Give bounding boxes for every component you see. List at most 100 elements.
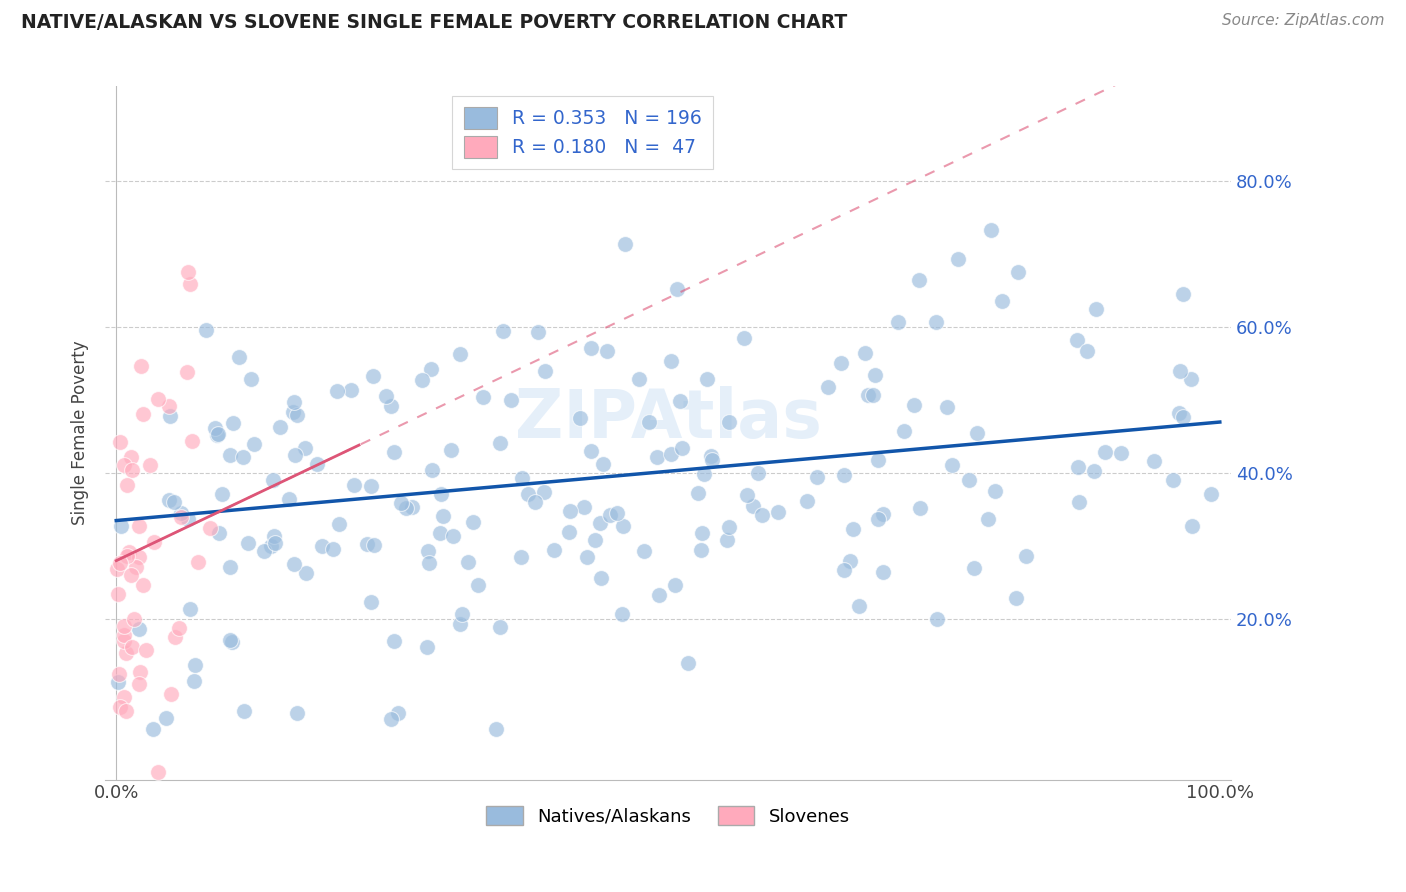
Natives/Alaskans: [170, 506, 193, 520]
Natives/Alaskans: [184, 657, 207, 672]
Natives/Alaskans: [311, 539, 333, 553]
Natives/Alaskans: [1167, 406, 1189, 420]
Natives/Alaskans: [957, 474, 980, 488]
Slovenes: [129, 359, 152, 373]
Natives/Alaskans: [638, 415, 661, 429]
Natives/Alaskans: [163, 495, 186, 509]
Natives/Alaskans: [886, 315, 908, 329]
Natives/Alaskans: [977, 512, 1000, 526]
Natives/Alaskans: [910, 500, 932, 515]
Slovenes: [107, 587, 129, 601]
Natives/Alaskans: [360, 479, 382, 493]
Slovenes: [115, 478, 138, 492]
Natives/Alaskans: [648, 588, 671, 602]
Natives/Alaskans: [733, 331, 755, 345]
Natives/Alaskans: [389, 496, 412, 510]
Natives/Alaskans: [579, 341, 602, 355]
Natives/Alaskans: [568, 411, 591, 425]
Natives/Alaskans: [941, 458, 963, 472]
Slovenes: [121, 463, 143, 477]
Natives/Alaskans: [283, 395, 305, 409]
Natives/Alaskans: [700, 453, 723, 467]
Natives/Alaskans: [963, 560, 986, 574]
Slovenes: [128, 677, 150, 691]
Natives/Alaskans: [980, 223, 1002, 237]
Natives/Alaskans: [645, 450, 668, 465]
Slovenes: [132, 578, 155, 592]
Natives/Alaskans: [866, 512, 889, 526]
Natives/Alaskans: [628, 372, 651, 386]
Natives/Alaskans: [284, 448, 307, 462]
Natives/Alaskans: [1171, 409, 1194, 424]
Natives/Alaskans: [659, 448, 682, 462]
Natives/Alaskans: [411, 373, 433, 387]
Slovenes: [135, 643, 157, 657]
Natives/Alaskans: [817, 379, 839, 393]
Natives/Alaskans: [485, 722, 508, 736]
Slovenes: [112, 633, 135, 648]
Slovenes: [146, 392, 169, 407]
Natives/Alaskans: [557, 524, 579, 539]
Natives/Alaskans: [262, 473, 284, 487]
Natives/Alaskans: [472, 391, 495, 405]
Text: ZIPAtlas: ZIPAtlas: [515, 386, 821, 452]
Legend: Natives/Alaskans, Slovenes: Natives/Alaskans, Slovenes: [479, 799, 856, 833]
Natives/Alaskans: [796, 493, 818, 508]
Natives/Alaskans: [583, 533, 606, 547]
Slovenes: [108, 667, 131, 681]
Slovenes: [120, 567, 142, 582]
Natives/Alaskans: [1084, 301, 1107, 316]
Natives/Alaskans: [238, 536, 260, 550]
Natives/Alaskans: [858, 388, 880, 402]
Natives/Alaskans: [283, 557, 305, 571]
Natives/Alaskans: [218, 632, 240, 647]
Natives/Alaskans: [592, 457, 614, 471]
Slovenes: [121, 640, 143, 655]
Natives/Alaskans: [340, 383, 363, 397]
Natives/Alaskans: [356, 537, 378, 551]
Slovenes: [115, 704, 138, 718]
Natives/Alaskans: [463, 515, 485, 529]
Natives/Alaskans: [387, 706, 409, 720]
Natives/Alaskans: [159, 409, 181, 423]
Natives/Alaskans: [533, 485, 555, 500]
Slovenes: [187, 555, 209, 569]
Natives/Alaskans: [155, 711, 177, 725]
Slovenes: [108, 699, 131, 714]
Slovenes: [148, 764, 170, 779]
Slovenes: [115, 646, 138, 660]
Natives/Alaskans: [991, 294, 1014, 309]
Slovenes: [124, 612, 146, 626]
Natives/Alaskans: [768, 505, 790, 519]
Natives/Alaskans: [263, 529, 285, 543]
Natives/Alaskans: [842, 522, 865, 536]
Natives/Alaskans: [382, 445, 405, 459]
Slovenes: [172, 795, 194, 809]
Natives/Alaskans: [751, 508, 773, 523]
Natives/Alaskans: [211, 487, 233, 501]
Natives/Alaskans: [853, 345, 876, 359]
Slovenes: [163, 630, 186, 644]
Natives/Alaskans: [671, 441, 693, 455]
Slovenes: [170, 510, 193, 524]
Natives/Alaskans: [832, 467, 855, 482]
Slovenes: [132, 407, 155, 421]
Natives/Alaskans: [449, 616, 471, 631]
Slovenes: [179, 277, 201, 291]
Natives/Alaskans: [872, 507, 894, 521]
Natives/Alaskans: [107, 675, 129, 690]
Natives/Alaskans: [1171, 286, 1194, 301]
Natives/Alaskans: [380, 399, 402, 413]
Natives/Alaskans: [489, 620, 512, 634]
Natives/Alaskans: [832, 563, 855, 577]
Natives/Alaskans: [363, 538, 385, 552]
Natives/Alaskans: [690, 525, 713, 540]
Natives/Alaskans: [579, 443, 602, 458]
Natives/Alaskans: [1199, 487, 1222, 501]
Natives/Alaskans: [194, 323, 217, 337]
Natives/Alaskans: [1007, 265, 1029, 279]
Natives/Alaskans: [735, 487, 758, 501]
Natives/Alaskans: [1069, 495, 1091, 509]
Natives/Alaskans: [499, 392, 522, 407]
Natives/Alaskans: [543, 543, 565, 558]
